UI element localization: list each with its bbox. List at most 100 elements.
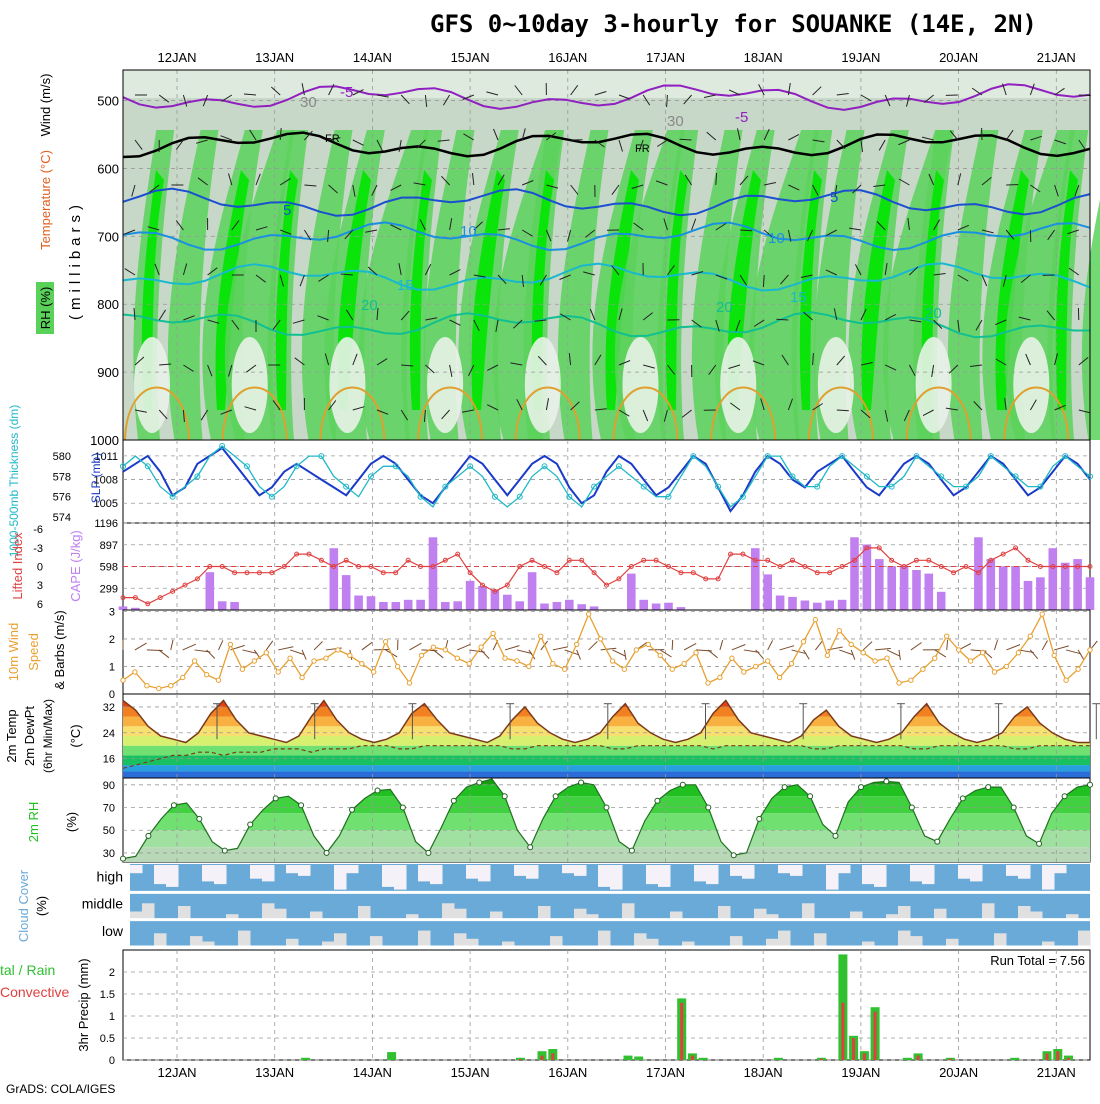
rh-dry-pocket	[427, 337, 463, 433]
wind-barb	[720, 640, 723, 650]
rh-marker	[197, 816, 202, 821]
wind-barb	[1006, 645, 1020, 650]
rh-marker	[477, 780, 482, 785]
rh-marker	[604, 805, 609, 810]
wind-barb	[1078, 650, 1083, 659]
wind-speed-marker	[240, 667, 244, 671]
rh-marker	[579, 780, 584, 785]
cloud-gap	[214, 865, 227, 884]
contour-label: -5	[340, 84, 353, 101]
run-total-label: Run Total = 7.56	[990, 953, 1085, 968]
cloud-gap	[358, 906, 371, 920]
wind-speed-marker	[1040, 612, 1044, 616]
cloud-gap	[274, 909, 287, 920]
cape-bar	[342, 575, 351, 610]
rh-marker	[146, 833, 151, 838]
contour-label: FR	[325, 133, 340, 145]
wind-speed-marker	[443, 648, 447, 652]
temp2m-axis-label: 2m Temp	[4, 709, 19, 762]
wind-speed-marker	[897, 681, 901, 685]
precip-total-bar	[624, 1056, 633, 1060]
rh-bands	[123, 773, 1090, 864]
rh-tick-label: 70	[103, 803, 115, 815]
cape-bar	[478, 586, 487, 610]
wind-barb	[756, 650, 764, 659]
bottom-date-label: 19JAN	[841, 1065, 880, 1080]
wind-speed-marker	[157, 686, 161, 690]
precip-tick-label: 0	[109, 1055, 115, 1067]
cape-bar	[590, 606, 599, 610]
cloud-gap	[262, 903, 275, 919]
wind-barb	[875, 648, 891, 650]
wind-barb	[481, 650, 489, 659]
cloud-gap	[778, 931, 791, 947]
wind-speed-marker	[324, 656, 328, 660]
rh2m-unit-label: (%)	[64, 812, 79, 832]
top-date-label: 14JAN	[353, 50, 392, 65]
cloud-gap	[826, 865, 839, 890]
slp-axis-label: SLP (mb)	[89, 453, 103, 503]
cloud-gap	[910, 936, 923, 947]
cloud-gap	[478, 865, 491, 881]
cape-bar	[503, 595, 512, 610]
temp-band	[123, 707, 1090, 717]
cape-axis-label: CAPE (J/kg)	[68, 530, 83, 602]
cloud-gap	[838, 865, 851, 873]
wind-barb	[505, 646, 519, 650]
cloud-gap	[754, 909, 767, 920]
cape-bar	[912, 570, 921, 610]
precip-convective-bar	[519, 1059, 522, 1060]
rh-tick-label: 90	[103, 780, 115, 792]
wind-speed-marker	[515, 659, 519, 663]
cape-bar	[416, 600, 425, 610]
cloud-gap	[202, 865, 215, 881]
contour-label: 15	[397, 277, 414, 294]
cape-bar	[1024, 581, 1033, 610]
rh-dry-pocket	[623, 337, 659, 433]
rh-marker	[273, 796, 278, 801]
cape-bar	[379, 602, 388, 610]
cloud-gap	[346, 865, 359, 873]
cape-bar	[639, 600, 648, 610]
rh-axis-label: RH (%)	[38, 287, 53, 330]
wind-speed-marker	[610, 659, 614, 663]
precip-total-bar	[699, 1058, 708, 1060]
temp-unit-label: (°C)	[68, 724, 83, 747]
wind-speed-marker	[431, 645, 435, 649]
cloud-gap	[706, 865, 719, 884]
slp-frame	[123, 440, 1090, 523]
wind-barb	[314, 642, 322, 650]
cape-bar	[788, 597, 797, 610]
wind-speed-marker	[945, 634, 949, 638]
cloud-axis-label: Cloud Cover	[16, 869, 31, 942]
wind-speed-marker	[551, 662, 555, 666]
rh-marker	[935, 839, 940, 844]
wind-barb	[362, 642, 372, 650]
cloud-unit-label: (%)	[34, 896, 49, 916]
tick-label: 1000	[90, 433, 119, 448]
temp-tick-label: 24	[103, 728, 115, 740]
wind-barb	[732, 645, 745, 650]
cloud-gap	[334, 865, 347, 890]
wind-barb	[684, 643, 696, 650]
wind-speed-marker	[801, 640, 805, 644]
cape-bar	[627, 574, 636, 610]
wind-speed-marker	[419, 653, 423, 657]
cape-bar	[763, 574, 772, 610]
cape-bar	[491, 590, 500, 610]
bottom-date-label: 15JAN	[451, 1065, 490, 1080]
tick-label: 900	[97, 365, 119, 380]
dewpt-axis-label: 2m DewPt	[22, 706, 37, 766]
wind-speed-marker	[730, 656, 734, 660]
cloud-row-label: middle	[82, 896, 123, 912]
cape-bar	[441, 602, 450, 610]
top-date-label: 21JAN	[1037, 50, 1076, 65]
cloud-gap	[394, 865, 407, 890]
lifted-tick-label: 3	[37, 580, 43, 592]
wind-speed-marker	[622, 667, 626, 671]
cloud-gap	[262, 865, 275, 881]
wind-speed-marker	[813, 617, 817, 621]
thickness-tick-label: 574	[53, 512, 71, 524]
cape-bar	[850, 537, 859, 610]
bottom-date-label: 18JAN	[744, 1065, 783, 1080]
